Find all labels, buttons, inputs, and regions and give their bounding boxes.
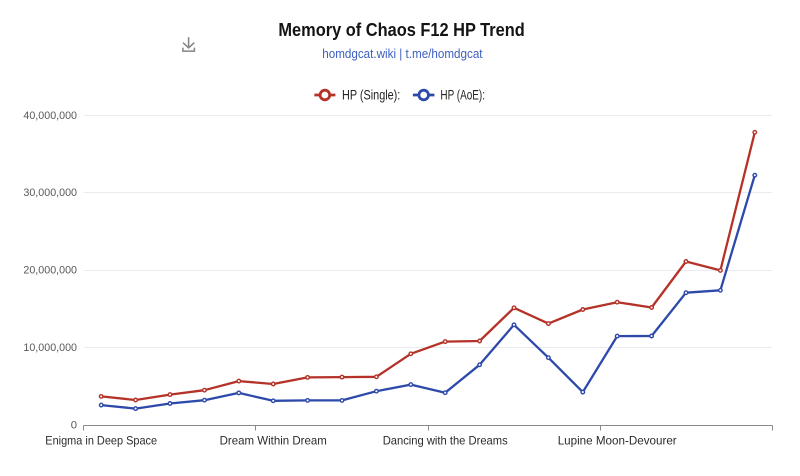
svg-text:20,000,000: 20,000,000 <box>23 265 77 277</box>
svg-text:Dancing with the Dreams: Dancing with the Dreams <box>383 434 508 448</box>
svg-text:Memory of Chaos F12 HP Trend: Memory of Chaos F12 HP Trend <box>278 19 524 40</box>
svg-text:10,000,000: 10,000,000 <box>23 342 77 354</box>
svg-text:homdgcat.wiki | t.me/homdgcat: homdgcat.wiki | t.me/homdgcat <box>322 46 483 61</box>
svg-text:0: 0 <box>71 419 77 431</box>
svg-text:40,000,000: 40,000,000 <box>23 110 77 122</box>
svg-text:HP (Single):: HP (Single): <box>342 87 400 102</box>
svg-text:Enigma in Deep Space: Enigma in Deep Space <box>45 434 157 448</box>
svg-text:HP (AoE):: HP (AoE): <box>440 87 485 102</box>
svg-text:30,000,000: 30,000,000 <box>23 187 77 199</box>
svg-text:Lupine Moon-Devourer: Lupine Moon-Devourer <box>558 434 677 448</box>
svg-text:Dream Within Dream: Dream Within Dream <box>220 434 327 448</box>
